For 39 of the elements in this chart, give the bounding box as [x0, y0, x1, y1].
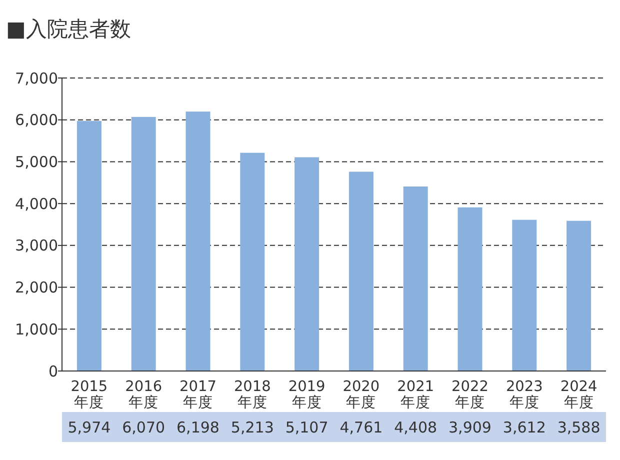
- y-tick-label: 1,000: [15, 320, 58, 338]
- data-label: 4,761: [340, 418, 383, 436]
- x-tick-label: 2024 年度: [560, 379, 598, 412]
- y-tick-label: 4,000: [15, 194, 58, 213]
- bar: [186, 112, 210, 371]
- bar: [512, 220, 537, 371]
- x-tick-label: 2022 年度: [452, 379, 488, 412]
- x-tick-label: 2018 年度: [234, 379, 271, 412]
- y-tick-label: 7,000: [15, 69, 58, 88]
- data-label: 5,107: [285, 418, 328, 436]
- y-tick-label: 6,000: [15, 111, 58, 130]
- x-tick-label: 2023 年度: [506, 379, 543, 412]
- data-label: 3,909: [448, 418, 492, 436]
- y-tick-label: 5,000: [15, 152, 58, 171]
- x-tick-label: 2021 年度: [397, 379, 434, 412]
- bar: [131, 116, 156, 371]
- x-tick-label: 2017 年度: [180, 379, 216, 412]
- x-tick-label: 2015 年度: [70, 379, 108, 412]
- data-label: 3,612: [502, 418, 546, 436]
- y-tick-label: 3,000: [15, 236, 58, 255]
- bar: [240, 152, 265, 371]
- y-tick-label: 2,000: [15, 278, 58, 297]
- data-label: 3,588: [557, 418, 600, 436]
- chart-title: ■入院患者数: [6, 17, 131, 41]
- x-tick-label: 2016 年度: [125, 379, 162, 412]
- bar: [458, 207, 482, 371]
- data-label: 4,408: [394, 418, 438, 436]
- bar: [76, 120, 102, 371]
- data-label: 5,974: [68, 418, 111, 436]
- bar: [566, 220, 592, 371]
- data-label: 5,213: [230, 418, 274, 436]
- bar: [403, 186, 428, 371]
- bar: [348, 172, 374, 371]
- y-tick-label: 0: [48, 362, 58, 380]
- bar: [294, 157, 320, 371]
- data-label: 6,198: [176, 418, 220, 436]
- x-tick-label: 2019 年度: [288, 379, 326, 412]
- x-tick-label: 2020 年度: [342, 379, 380, 412]
- data-label: 6,070: [122, 418, 166, 436]
